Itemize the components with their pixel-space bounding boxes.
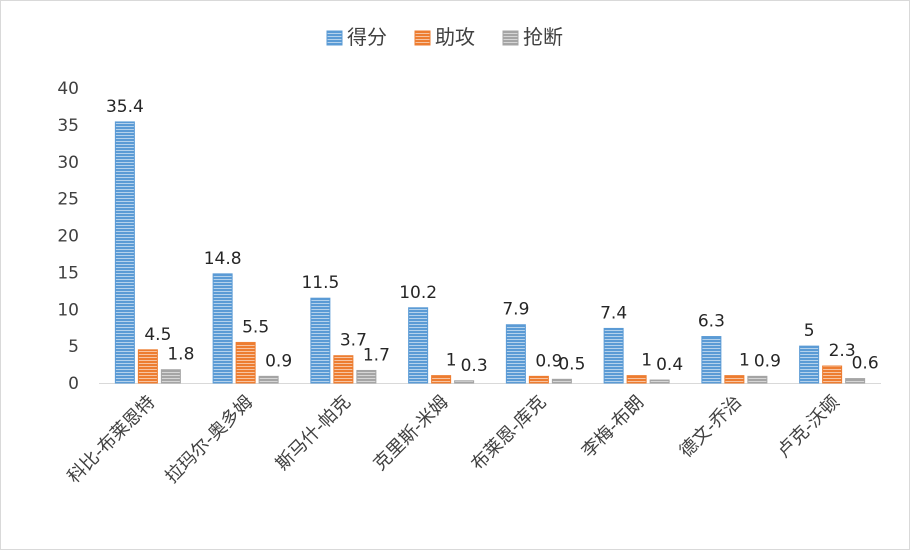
data-label: 1.7 bbox=[363, 345, 390, 365]
category-label: 李梅-布朗 bbox=[578, 392, 648, 462]
bar-抢断-5 bbox=[551, 378, 572, 384]
data-label: 5 bbox=[804, 321, 815, 341]
data-label: 7.9 bbox=[502, 300, 529, 320]
bar-助攻-6 bbox=[626, 375, 647, 384]
bar-抢断-1 bbox=[160, 369, 181, 384]
bar-得分-7 bbox=[701, 336, 722, 384]
bar-助攻-5 bbox=[528, 375, 549, 384]
bar-得分-6 bbox=[603, 327, 624, 384]
y-tick-label: 15 bbox=[57, 263, 79, 283]
bar-助攻-3 bbox=[333, 355, 354, 384]
data-label: 14.8 bbox=[204, 249, 242, 269]
category-label: 斯马什-帕克 bbox=[272, 392, 355, 475]
data-label: 1 bbox=[641, 351, 652, 371]
y-tick-label: 30 bbox=[57, 153, 79, 173]
category-label: 卢克-沃顿 bbox=[773, 392, 843, 462]
legend-label: 助攻 bbox=[435, 25, 475, 49]
bar-抢断-3 bbox=[356, 369, 377, 384]
y-tick-label: 5 bbox=[68, 337, 79, 357]
bar-得分-5 bbox=[505, 324, 526, 384]
y-tick-label: 40 bbox=[57, 79, 79, 99]
y-tick-label: 0 bbox=[68, 374, 79, 394]
category-label: 科比-布莱恩特 bbox=[64, 392, 160, 488]
data-label: 6.3 bbox=[698, 312, 725, 332]
category-label: 克里斯-米姆 bbox=[370, 392, 453, 475]
category-labels: 科比-布莱恩特 拉玛尔-奥多姆 斯马什-帕克 克里斯-米姆 布莱恩-库克 李梅-布朗 德文-… bbox=[64, 392, 844, 488]
data-label: 1 bbox=[446, 351, 457, 371]
bar-得分-4 bbox=[408, 307, 429, 384]
bar-助攻-4 bbox=[431, 375, 452, 384]
data-label: 1.8 bbox=[167, 345, 194, 365]
category-label: 拉玛尔-奥多姆 bbox=[161, 392, 257, 488]
data-label: 11.5 bbox=[301, 273, 339, 293]
data-label: 5.5 bbox=[242, 317, 269, 337]
category-label: 布莱恩-库克 bbox=[467, 392, 550, 475]
data-label: 0.9 bbox=[535, 351, 562, 371]
bar-抢断-8 bbox=[845, 378, 866, 384]
data-label: 0.9 bbox=[265, 351, 292, 371]
bar-得分-3 bbox=[310, 297, 331, 384]
legend: 得分 助攻 抢断 bbox=[326, 25, 563, 49]
bar-助攻-1 bbox=[137, 349, 158, 384]
data-labels: 35.44.51.814.85.50.911.53.71.710.21 0.37.… bbox=[106, 97, 879, 376]
data-label: 0.5 bbox=[558, 354, 585, 374]
bar-抢断-6 bbox=[649, 379, 670, 384]
category-label: 德文-乔治 bbox=[676, 392, 746, 462]
data-label: 35.4 bbox=[106, 97, 144, 117]
bar-得分-8 bbox=[799, 345, 820, 384]
data-label: 0.3 bbox=[461, 356, 488, 376]
y-tick-label: 10 bbox=[57, 300, 79, 320]
bar-得分-1 bbox=[114, 121, 135, 384]
legend-label: 抢断 bbox=[523, 25, 563, 49]
bar-抢断-7 bbox=[747, 375, 768, 384]
data-label: 0.4 bbox=[656, 355, 683, 375]
legend-swatch-助攻 bbox=[414, 30, 431, 46]
y-tick-label: 20 bbox=[57, 227, 79, 247]
data-label: 3.7 bbox=[340, 331, 367, 351]
data-label: 10.2 bbox=[399, 283, 437, 303]
data-label: 0.9 bbox=[754, 351, 781, 371]
data-label: 7.4 bbox=[600, 303, 627, 323]
data-label: 1 bbox=[739, 351, 750, 371]
y-tick-label: 35 bbox=[57, 116, 79, 136]
bar-得分-2 bbox=[212, 273, 233, 384]
y-axis-ticks: 0 5 10 15 20 25 30 35 40 bbox=[57, 79, 79, 394]
data-label: 0.6 bbox=[852, 354, 879, 374]
data-label: 4.5 bbox=[144, 325, 171, 345]
bar-助攻-2 bbox=[235, 341, 256, 384]
legend-label: 得分 bbox=[347, 25, 387, 49]
bars bbox=[114, 121, 866, 384]
bar-抢断-4 bbox=[454, 380, 475, 384]
bar-助攻-8 bbox=[822, 365, 843, 384]
bar-抢断-2 bbox=[258, 375, 279, 384]
y-tick-label: 25 bbox=[57, 190, 79, 210]
legend-swatch-抢断 bbox=[502, 30, 519, 46]
data-label: 2.3 bbox=[829, 341, 856, 361]
legend-swatch-得分 bbox=[326, 30, 343, 46]
bar-助攻-7 bbox=[724, 375, 745, 384]
